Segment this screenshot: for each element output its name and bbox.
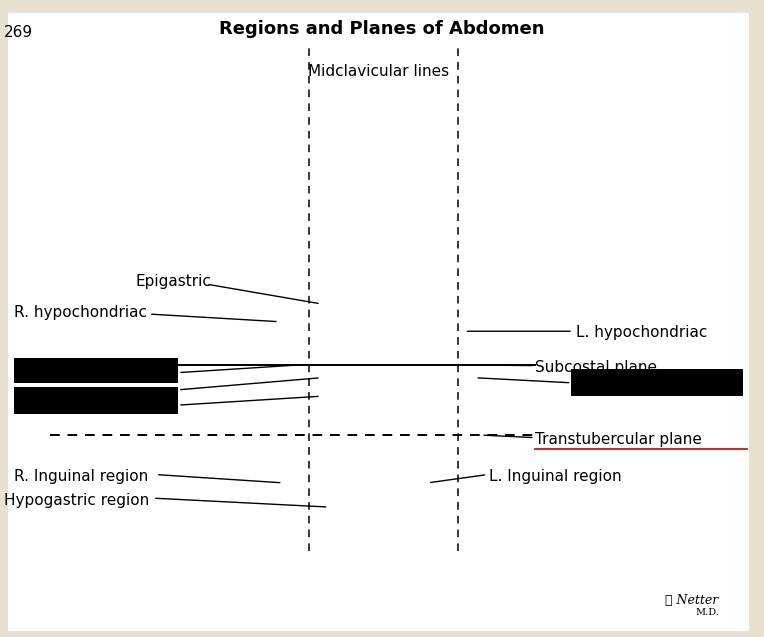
Text: ℓ Netter: ℓ Netter (665, 594, 718, 606)
Text: Subcostal plane: Subcostal plane (535, 360, 657, 375)
Text: Midclavicular lines: Midclavicular lines (308, 64, 448, 80)
Text: Hypogastric region: Hypogastric region (4, 492, 149, 508)
Text: L. Inguinal region: L. Inguinal region (489, 469, 622, 484)
Text: Regions and Planes of Abdomen: Regions and Planes of Abdomen (219, 20, 545, 38)
Text: Epigastric: Epigastric (136, 274, 212, 289)
Text: Transtubercular plane: Transtubercular plane (535, 432, 701, 447)
Text: L. hypochondriac: L. hypochondriac (576, 325, 707, 340)
Text: R. Inguinal region: R. Inguinal region (14, 469, 148, 484)
Text: M.D.: M.D. (695, 608, 719, 617)
Bar (571, 369, 743, 396)
Bar (14, 387, 178, 414)
Text: 269: 269 (4, 25, 33, 41)
Bar (14, 358, 178, 383)
Text: R. hypochondriac: R. hypochondriac (14, 304, 147, 320)
